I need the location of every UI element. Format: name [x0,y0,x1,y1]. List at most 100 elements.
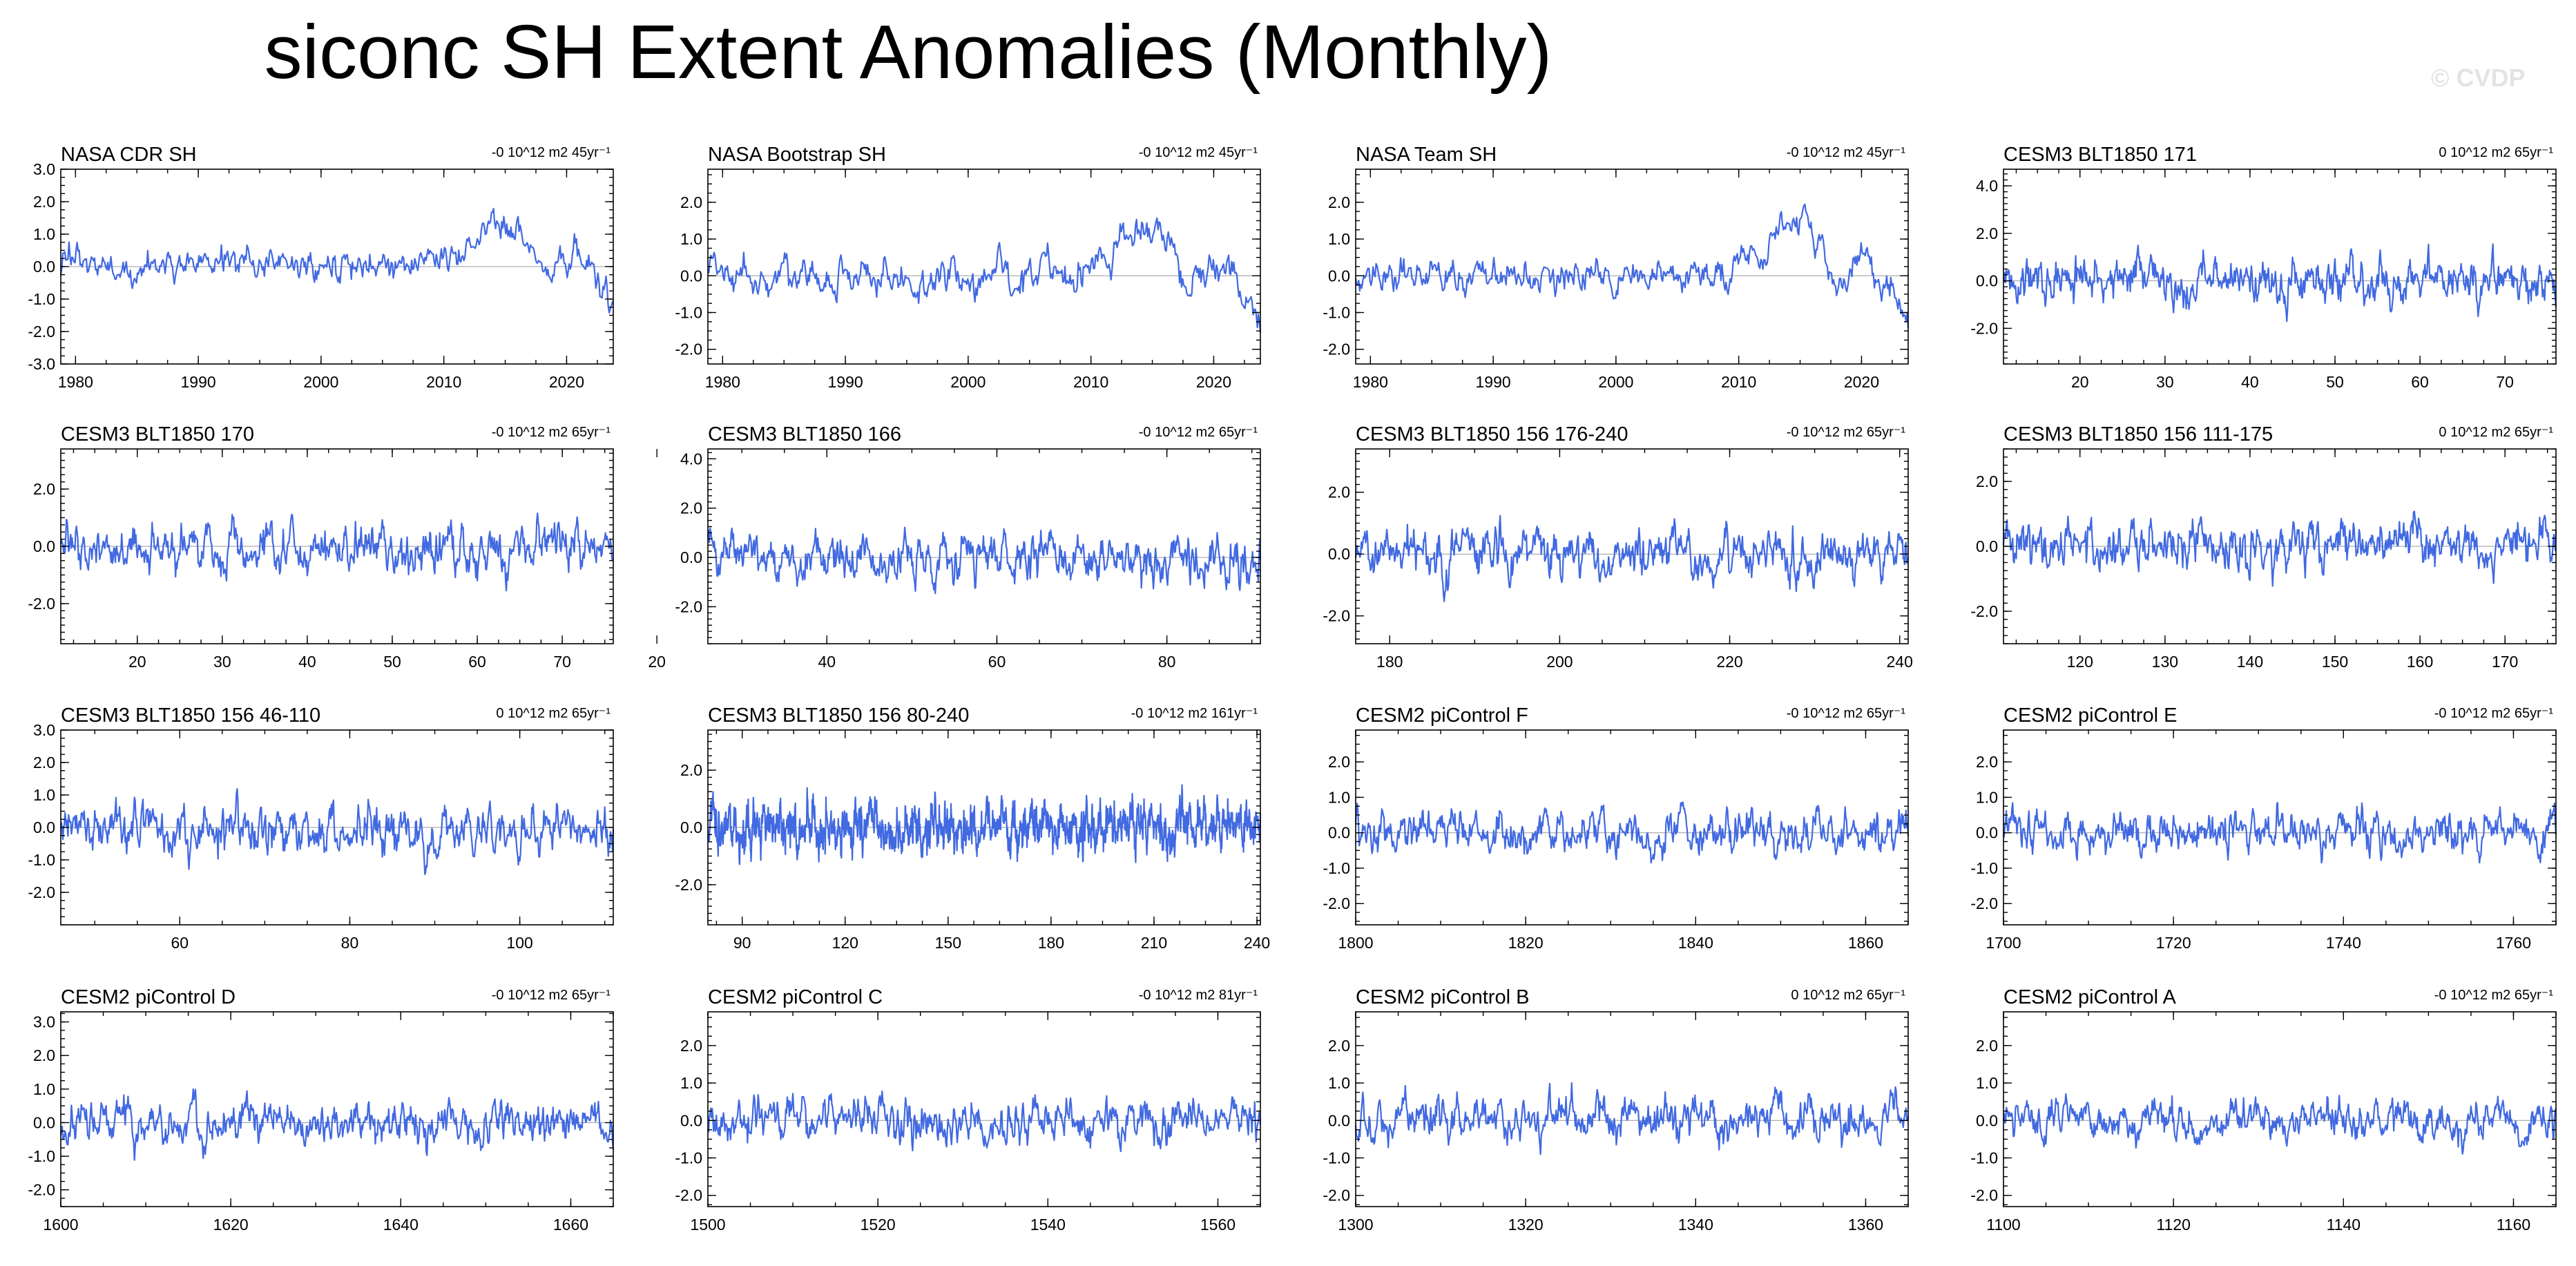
panel-trend-label: -0 10^12 m2 65yr⁻¹ [1787,425,1906,440]
panel-title: NASA CDR SH [61,144,197,166]
x-tick-label: 2000 [950,373,986,391]
x-tick-label: 130 [2152,653,2178,671]
panel: CESM3 BLT1850 171 0 10^12 m2 65yr⁻¹ -2.0 0.… [1970,144,2557,391]
panel-trend-label: 0 10^12 m2 65yr⁻¹ [496,706,611,721]
y-tick-label: 0.0 [1976,1111,1998,1129]
panel-title: CESM3 BLT1850 170 [61,423,254,445]
y-tick-label: 0.0 [680,818,702,836]
y-tick-label: 2.0 [33,193,55,211]
panel-title: CESM2 piControl A [2003,986,2176,1008]
panel-title: CESM2 piControl F [1356,704,1528,727]
x-tick-label: 1660 [553,1216,588,1234]
panel-trend-label: 0 10^12 m2 65yr⁻¹ [1791,988,1905,1003]
y-tick-label: 2.0 [33,1046,55,1064]
y-tick-label: 0.0 [1976,824,1998,842]
y-tick-label: -1.0 [675,304,702,322]
x-tick-label: 1300 [1338,1216,1373,1234]
panel-title: CESM3 BLT1850 156 176-240 [1356,423,1628,445]
plot-frame [60,1011,614,1207]
panel-title: NASA Bootstrap SH [708,144,886,166]
y-tick-label: 0.0 [33,1113,55,1131]
panel-trend-label: -0 10^12 m2 81yr⁻¹ [1139,988,1258,1003]
x-tick-label: 100 [506,934,532,952]
y-tick-label: -2.0 [1970,1187,1998,1205]
x-tick-label: 1560 [1200,1216,1236,1234]
x-tick-label: 1990 [1476,373,1511,391]
y-tick-label: 2.0 [1328,753,1350,771]
x-tick-label: 90 [733,934,751,952]
x-tick-label: 20 [128,653,146,671]
y-tick-label: -2.0 [675,1187,702,1205]
panel: NASA Team SH -0 10^12 m2 45yr⁻¹ -2.0 -1.0 0.… [1323,144,1910,391]
x-tick-label: 1360 [1848,1216,1883,1234]
x-tick-label: 2010 [426,373,461,391]
plot-frame [707,169,1261,365]
x-tick-label: 1140 [2327,1216,2361,1234]
y-tick-label: -1.0 [1970,1149,1998,1167]
y-tick-label: 2.0 [680,499,702,517]
x-tick-label: 30 [213,653,231,671]
y-tick-label: 1.0 [1328,788,1350,806]
y-tick-label: -2.0 [1323,607,1350,625]
x-tick-label: 70 [2496,373,2514,391]
panel-title: CESM3 BLT1850 156 46-110 [61,704,320,727]
y-tick-label: 0.0 [1976,272,1998,290]
plot-frame [2003,729,2557,925]
y-tick-label: 0.0 [680,267,702,285]
x-tick-label: 60 [988,653,1006,671]
y-tick-label: 1.0 [33,1080,55,1098]
panel: NASA CDR SH -0 10^12 m2 45yr⁻¹ -3.0 -2.0 -1.… [28,144,614,391]
y-tick-label: 1.0 [33,786,55,804]
x-tick-label: 2020 [1844,373,1879,391]
panel-trend-label: -0 10^12 m2 65yr⁻¹ [2434,988,2554,1003]
y-tick-label: -1.0 [1323,304,1350,322]
y-tick-label: -1.0 [1970,859,1998,877]
x-tick-label: 1760 [2496,934,2531,952]
y-tick-label: -1.0 [28,1147,55,1165]
y-tick-label: -1.0 [28,290,55,308]
x-tick-label: 180 [1376,653,1403,671]
x-tick-label: 1980 [58,373,93,391]
y-tick-label: 2.0 [33,754,55,771]
series-line [707,1090,1262,1153]
x-tick-label: 120 [832,934,858,952]
panel-title: CESM2 piControl E [2003,704,2177,727]
x-tick-label: 2020 [549,373,584,391]
y-tick-label: -2.0 [28,595,55,613]
panel: CESM2 piControl D -0 10^12 m2 65yr⁻¹ -2.0 -… [28,986,615,1234]
y-tick-label: -2.0 [1323,894,1350,912]
x-tick-label: 160 [2407,653,2433,671]
y-tick-label: 0.0 [680,548,702,566]
x-tick-label: 20 [2071,373,2089,391]
x-tick-label: 170 [2492,653,2518,671]
y-tick-label: 0.0 [33,537,55,555]
panel-title: CESM3 BLT1850 171 [2003,144,2197,166]
series-line [59,788,615,875]
series-line [2002,510,2557,587]
x-tick-label: 2020 [1196,373,1231,391]
x-tick-label: 1120 [2156,1216,2190,1234]
x-tick-label: 150 [2322,653,2348,671]
y-tick-label: 1.0 [680,1074,702,1092]
x-tick-label: 1980 [1353,373,1388,391]
y-tick-label: 0.0 [1976,537,1998,555]
plot-frame [2003,169,2557,365]
x-tick-label: 2000 [1598,373,1633,391]
panel: CESM2 piControl A -0 10^12 m2 65yr⁻¹ -2.0 -… [1970,986,2557,1234]
y-tick-label: 2.0 [1976,1037,1998,1055]
x-tick-label: 80 [341,934,359,952]
x-tick-label: 40 [2241,373,2259,391]
series-line [2002,1093,2557,1155]
panel-title: CESM3 BLT1850 156 80-240 [708,704,969,727]
y-tick-label: 3.0 [33,160,55,178]
x-tick-label: 1860 [1848,934,1883,952]
y-tick-label: -1.0 [1323,859,1350,877]
panel-title: CESM2 piControl C [708,986,883,1008]
y-tick-label: 2.0 [1976,753,1998,771]
panel: CESM2 piControl B 0 10^12 m2 65yr⁻¹ -2.0 -1… [1323,986,1910,1234]
y-tick-label: 1.0 [33,225,55,243]
y-tick-label: 2.0 [680,193,702,211]
y-tick-label: 2.0 [33,480,55,498]
panel: CESM2 piControl C -0 10^12 m2 81yr⁻¹ -2.0 -… [675,986,1262,1234]
